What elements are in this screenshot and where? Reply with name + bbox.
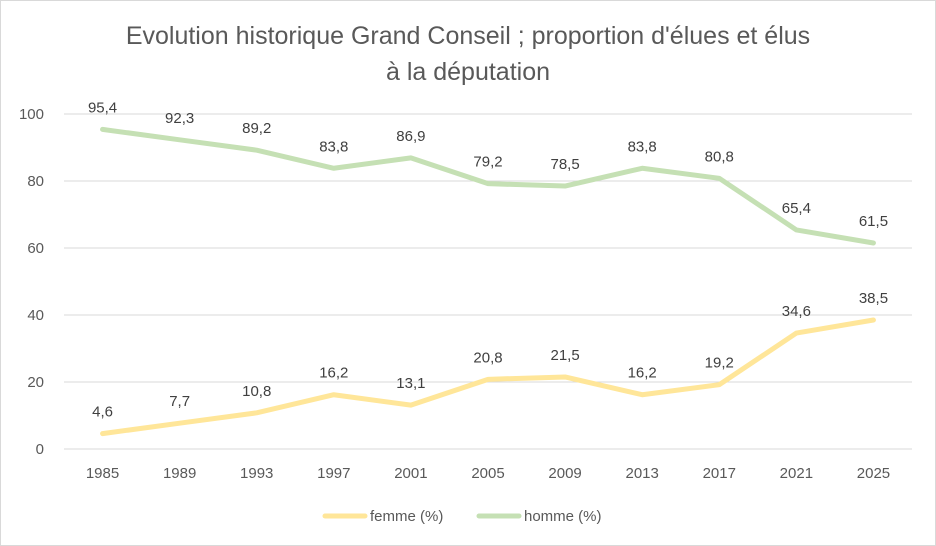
data-label: 19,2 — [705, 355, 734, 372]
chart-title-line-2: à la députation — [385, 58, 551, 86]
data-label: 79,2 — [473, 154, 502, 171]
x-tick-label: 1993 — [240, 465, 273, 482]
legend-label: homme (%) — [524, 508, 602, 525]
x-tick-label: 2017 — [703, 465, 736, 482]
data-label: 4,6 — [92, 404, 113, 421]
chart-title-line-1: Evolution historique Grand Conseil ; pro… — [125, 22, 811, 50]
y-tick-label: 20 — [27, 374, 44, 391]
data-label: 16,2 — [319, 365, 348, 382]
series-group — [100, 126, 876, 437]
data-label: 95,4 — [88, 99, 117, 116]
y-tick-label: 0 — [36, 441, 44, 458]
data-labels: 4,6 7,7 10,8 16,2 13,1 20,8 21,5 16,2 19,2 34,6 38… — [88, 99, 888, 420]
legend-label: femme (%) — [370, 508, 443, 525]
y-tick-label: 40 — [27, 307, 44, 324]
x-tick-label: 2021 — [780, 465, 813, 482]
data-label: 78,5 — [550, 156, 579, 173]
data-label: 7,7 — [169, 393, 190, 410]
x-tick-label: 2001 — [394, 465, 427, 482]
series-line-homme — [100, 126, 876, 246]
data-label: 61,5 — [859, 213, 888, 230]
x-tick-label: 2013 — [625, 465, 658, 482]
x-tick-label: 1997 — [317, 465, 350, 482]
y-tick-label: 80 — [27, 173, 44, 190]
data-label: 80,8 — [705, 148, 734, 165]
y-tick-label: 100 — [19, 106, 44, 123]
data-label: 86,9 — [396, 128, 425, 145]
x-tick-label: 2005 — [471, 465, 504, 482]
y-axis-ticks: 0 20 40 60 80 100 — [19, 106, 44, 458]
data-label: 21,5 — [550, 347, 579, 364]
data-label: 13,1 — [396, 375, 425, 392]
data-label: 92,3 — [165, 110, 194, 127]
series-line-femme — [100, 317, 876, 437]
data-label: 89,2 — [242, 120, 271, 137]
chart-title: Evolution historique Grand Conseil ; pro… — [0, 18, 936, 90]
data-label: 16,2 — [628, 365, 657, 382]
data-label: 34,6 — [782, 303, 811, 320]
data-label: 83,8 — [319, 138, 348, 155]
data-label: 83,8 — [628, 138, 657, 155]
legend: femme (%) homme (%) — [322, 508, 602, 525]
x-tick-label: 1989 — [163, 465, 196, 482]
data-label: 65,4 — [782, 200, 811, 217]
x-tick-label: 1985 — [86, 465, 119, 482]
y-tick-label: 60 — [27, 240, 44, 257]
data-label: 10,8 — [242, 383, 271, 400]
x-tick-label: 2009 — [548, 465, 581, 482]
x-tick-label: 2025 — [857, 465, 890, 482]
data-label: 38,5 — [859, 290, 888, 307]
gridlines — [64, 113, 912, 450]
data-label: 20,8 — [473, 349, 502, 366]
x-axis-ticks: 1985 1989 1993 1997 2001 2005 2009 2013 2017 2021… — [86, 465, 890, 482]
